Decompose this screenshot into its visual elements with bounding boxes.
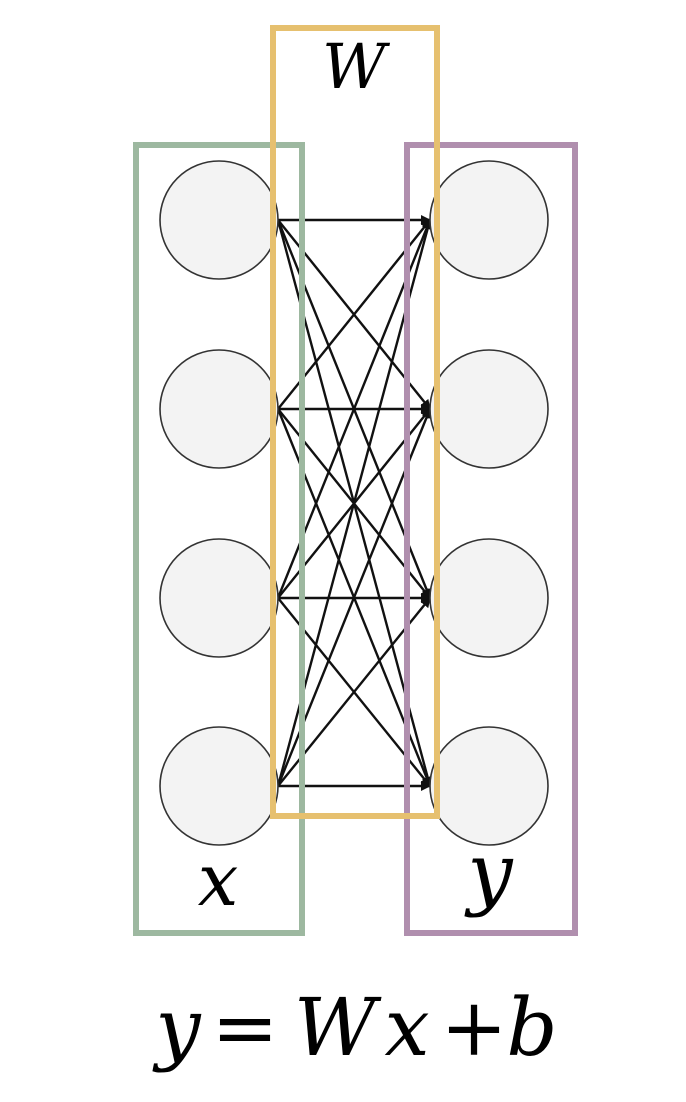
output-neuron-4 [429, 726, 549, 846]
output-neuron-1 [429, 160, 549, 280]
output-neuron-3 [429, 538, 549, 658]
output-label: y [464, 826, 514, 919]
output-group-box [404, 142, 578, 936]
input-neuron-3 [159, 538, 279, 658]
weight-group-box [270, 25, 440, 819]
input-layer [159, 160, 279, 846]
input-label: x [198, 838, 239, 922]
input-group-box [133, 142, 305, 936]
equation-w: W [294, 981, 382, 1074]
input-neuron-2 [159, 349, 279, 469]
weight-label: W [322, 30, 390, 103]
output-neuron-2 [429, 349, 549, 469]
input-neuron-4 [159, 726, 279, 846]
equation-equals: = [211, 981, 278, 1074]
equation-plus: + [440, 981, 507, 1074]
equation-x: x [384, 981, 429, 1074]
equation: y = W x + b [152, 981, 557, 1074]
equation-b: b [506, 981, 557, 1074]
output-layer [429, 160, 549, 846]
input-neuron-1 [159, 160, 279, 280]
equation-lhs: y [152, 981, 202, 1074]
